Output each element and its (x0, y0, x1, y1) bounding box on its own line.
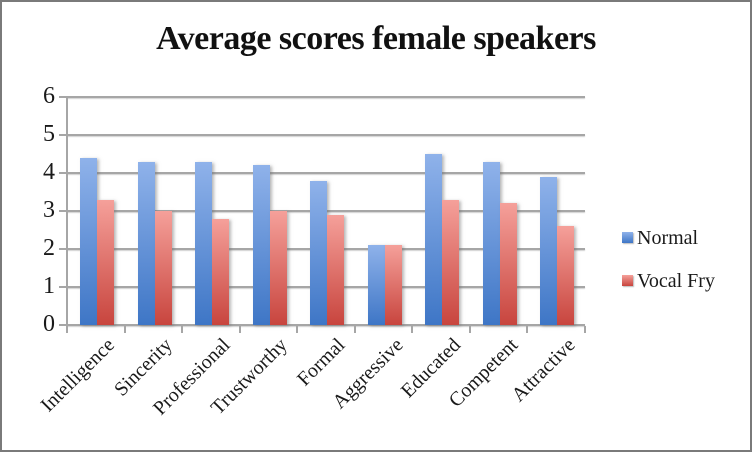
y-axis-line (66, 96, 68, 326)
gridline-6 (67, 96, 585, 98)
legend-label-normal: Normal (637, 227, 699, 249)
category-label-intelligence: Intelligence (37, 334, 120, 417)
legend-swatch-vocal-fry-icon (622, 275, 633, 286)
bar-vocal-fry-aggressive (384, 245, 402, 325)
bar-vocal-fry-intelligence (97, 199, 114, 325)
bar-vocal-fry-attractive (557, 226, 575, 325)
x-tick-1 (123, 326, 126, 333)
bar-vocal-fry-sincerity (154, 211, 172, 325)
bar-vocal-fry-professional (212, 218, 230, 325)
gridline-0 (67, 324, 585, 326)
x-tick-3 (238, 326, 241, 333)
bar-normal-educated (425, 154, 443, 325)
gridline-4 (67, 172, 585, 174)
bar-normal-professional (195, 161, 213, 325)
bar-normal-attractive (540, 176, 558, 325)
y-tick-3 (59, 210, 67, 212)
x-tick-9 (584, 326, 586, 333)
x-tick-2 (181, 326, 184, 333)
y-tick-label-1: 1 (43, 273, 55, 299)
y-tick-label-2: 2 (43, 235, 55, 261)
gridline-5 (67, 134, 585, 136)
x-tick-8 (526, 326, 529, 333)
bar-vocal-fry-educated (442, 199, 460, 325)
bar-normal-formal (310, 180, 328, 325)
x-tick-6 (411, 326, 414, 333)
bar-normal-intelligence (80, 157, 97, 325)
y-tick-1 (59, 286, 67, 288)
bar-vocal-fry-formal (327, 214, 345, 325)
legend-item-normal: Normal (622, 226, 715, 250)
chart-title: Average scores female speakers (156, 20, 596, 57)
bar-normal-aggressive (367, 245, 385, 325)
bar-vocal-fry-trustworthy (269, 211, 287, 325)
x-tick-4 (296, 326, 299, 333)
y-tick-label-4: 4 (43, 159, 55, 185)
category-label-formal: Formal (293, 334, 350, 391)
legend-swatch-normal-icon (622, 232, 633, 243)
legend: Normal Vocal Fry (622, 226, 715, 312)
bar-vocal-fry-competent (499, 203, 517, 325)
x-tick-5 (353, 326, 356, 333)
y-tick-label-3: 3 (43, 197, 55, 223)
y-tick-6 (59, 96, 67, 98)
bar-normal-trustworthy (252, 165, 270, 325)
y-tick-label-5: 5 (43, 121, 55, 147)
bar-normal-competent (482, 161, 500, 325)
y-tick-label-6: 6 (43, 83, 55, 109)
bar-normal-sincerity (137, 161, 155, 325)
legend-item-vocal-fry: Vocal Fry (622, 269, 715, 293)
y-tick-5 (59, 134, 67, 136)
legend-label-vocal-fry: Vocal Fry (637, 270, 715, 292)
x-tick-0 (66, 326, 68, 333)
y-tick-label-0: 0 (43, 311, 55, 337)
y-tick-4 (59, 172, 67, 174)
y-tick-0 (59, 324, 67, 326)
x-tick-7 (468, 326, 471, 333)
y-tick-2 (59, 248, 67, 250)
